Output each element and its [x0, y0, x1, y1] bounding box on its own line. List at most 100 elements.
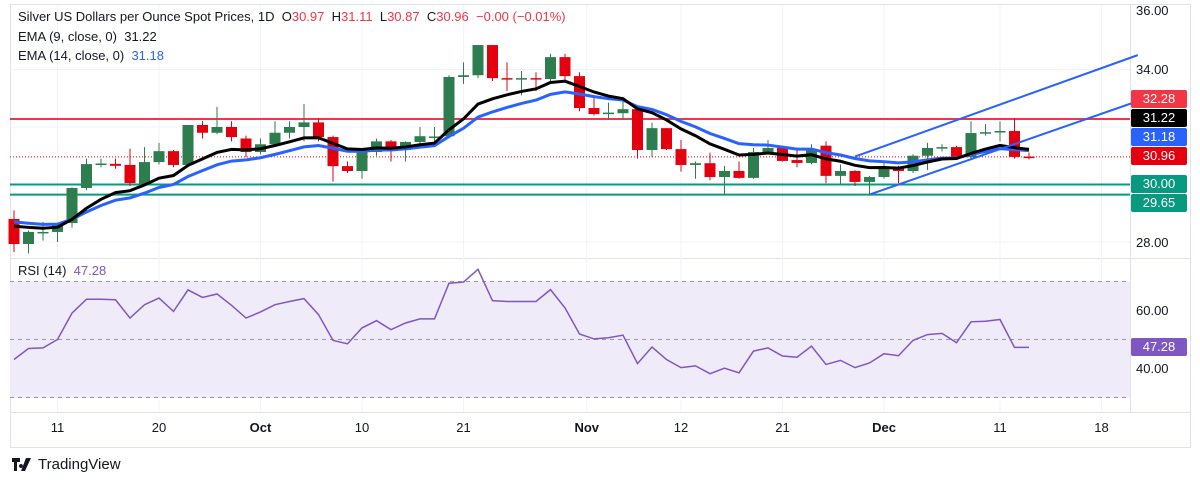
- candle-body: [458, 75, 469, 77]
- low-label: L: [379, 9, 388, 24]
- brand-name: TradingView: [38, 456, 121, 473]
- candle-body: [124, 164, 136, 184]
- candle-body: [429, 136, 440, 138]
- candle-body: [530, 78, 542, 80]
- candle-body: [791, 160, 803, 163]
- change-value: −0.00 (−0.01%): [476, 9, 566, 24]
- candle-body: [284, 127, 295, 133]
- rsi-label: RSI (14): [18, 263, 67, 278]
- close-label: C: [426, 9, 437, 24]
- support-price-badge: 29.65: [1131, 194, 1187, 212]
- candle-body: [269, 132, 281, 145]
- candle-body: [936, 147, 948, 149]
- candle-body: [95, 163, 107, 166]
- ema-lines: [13, 79, 1030, 230]
- time-tick: 11: [993, 420, 1007, 435]
- time-tick: Dec: [872, 420, 896, 435]
- low-value: 30.87: [387, 9, 420, 24]
- rsi-value-badge: 47.28: [1131, 338, 1187, 356]
- candle-body: [965, 133, 977, 158]
- candle-body: [646, 128, 658, 150]
- ema14-label: EMA (14, close, 0): [18, 48, 125, 63]
- candle-body: [66, 187, 78, 224]
- ema14-legend[interactable]: EMA (14, close, 0) 31.18: [18, 48, 164, 63]
- candle-body: [748, 152, 759, 178]
- ema14-line: [13, 90, 1030, 226]
- candle-body: [835, 170, 846, 176]
- candle-body: [487, 45, 498, 79]
- candles: [8, 45, 1035, 254]
- ema14-value: 31.18: [131, 48, 164, 63]
- candle-body: [168, 151, 179, 165]
- rsi-line: [13, 268, 1029, 375]
- tradingview-logo[interactable]: TradingView: [12, 456, 121, 473]
- candle-body: [617, 109, 629, 114]
- channel-lower-line: [869, 100, 1139, 196]
- candle-body: [574, 76, 585, 109]
- candle-body: [733, 170, 745, 178]
- time-tick: Oct: [249, 420, 272, 435]
- candle-body: [298, 122, 310, 127]
- candle-body: [675, 149, 687, 165]
- candle-body: [922, 147, 933, 156]
- candle-body: [226, 127, 237, 138]
- candle-body: [81, 164, 92, 188]
- symbol-title[interactable]: Silver US Dollars per Ounce Spot Prices,…: [18, 9, 275, 24]
- price-tick: 36.00: [1136, 3, 1169, 18]
- rsi-tick: 60.00: [1136, 303, 1169, 318]
- candle-body: [849, 170, 861, 182]
- tradingview-logo-icon: [12, 457, 31, 471]
- candle-body: [907, 155, 919, 171]
- candle-body: [414, 136, 426, 142]
- candle-body: [704, 163, 716, 178]
- candle-body: [864, 177, 875, 182]
- candle-body: [313, 122, 324, 138]
- rsi-legend[interactable]: RSI (14) 47.28: [18, 263, 106, 278]
- price-tick: 28.00: [1136, 235, 1169, 250]
- candle-body: [110, 163, 121, 166]
- candle-body: [8, 219, 20, 245]
- high-label: H: [331, 9, 342, 24]
- candle-body: [211, 127, 223, 133]
- candle-body: [994, 131, 1006, 133]
- rsi-value: 47.28: [73, 263, 107, 278]
- candle-body: [342, 166, 353, 171]
- candle-body: [356, 152, 368, 171]
- candle-body: [516, 78, 527, 80]
- channel-upper-line: [854, 54, 1139, 158]
- candle-body: [501, 78, 513, 80]
- candle-body: [385, 141, 397, 150]
- rsi-tick: 40.00: [1136, 361, 1169, 376]
- high-value: 31.11: [341, 9, 373, 24]
- candle-body: [240, 138, 252, 153]
- rsi-pane: [10, 268, 1130, 398]
- ema9-line: [13, 79, 1030, 230]
- candle-body: [951, 147, 962, 158]
- candle-body: [545, 57, 556, 79]
- candle-body: [661, 128, 672, 150]
- candle-body: [37, 231, 49, 234]
- time-tick: 11: [50, 420, 65, 435]
- candle-body: [472, 45, 484, 76]
- candle-body: [762, 147, 774, 153]
- ema9-value: 31.22: [124, 29, 157, 44]
- time-tick: 20: [151, 420, 167, 435]
- time-tick: 12: [673, 420, 689, 435]
- open-value: 30.97: [291, 9, 325, 24]
- candle-body: [603, 112, 614, 115]
- candle-body: [690, 163, 701, 165]
- ema9-legend[interactable]: EMA (9, close, 0) 31.22: [18, 29, 157, 44]
- candle-body: [820, 145, 832, 176]
- candle-body: [197, 124, 208, 133]
- ema9-price-badge: 31.22: [1131, 109, 1187, 127]
- candle-body: [632, 109, 643, 150]
- candle-body: [588, 108, 600, 115]
- time-tick: 18: [1094, 420, 1109, 435]
- candle-body: [443, 76, 455, 137]
- time-tick: 10: [354, 420, 370, 435]
- candle-body: [559, 57, 571, 77]
- main-legend: Silver US Dollars per Ounce Spot Prices,…: [18, 9, 566, 24]
- trend-channel[interactable]: [854, 54, 1139, 196]
